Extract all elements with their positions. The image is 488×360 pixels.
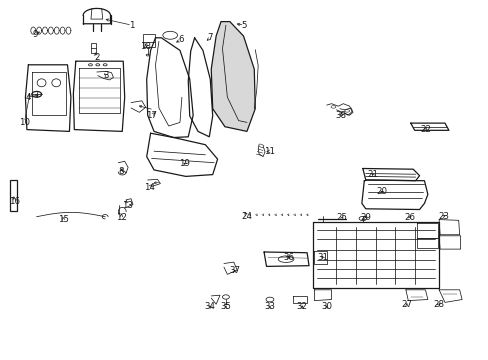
Text: 21: 21: [366, 170, 377, 179]
Text: 4: 4: [25, 93, 31, 102]
Text: 2: 2: [94, 53, 100, 62]
Text: 5: 5: [241, 21, 247, 30]
Text: 14: 14: [143, 183, 154, 192]
Text: 25: 25: [336, 213, 347, 222]
Text: 26: 26: [404, 213, 414, 222]
Text: 7: 7: [207, 33, 213, 42]
Text: 8: 8: [118, 166, 124, 176]
Text: 33: 33: [264, 302, 275, 311]
Polygon shape: [211, 22, 255, 131]
Text: 30: 30: [321, 302, 331, 311]
Text: 3: 3: [103, 71, 109, 80]
Text: 9: 9: [33, 30, 38, 39]
Text: 18: 18: [140, 42, 151, 51]
Text: 10: 10: [19, 118, 30, 127]
Text: 28: 28: [433, 300, 444, 309]
Text: 35: 35: [220, 302, 231, 311]
Text: 17: 17: [146, 111, 157, 120]
Text: 6: 6: [178, 35, 183, 44]
Text: 13: 13: [122, 201, 132, 210]
Text: 19: 19: [179, 159, 190, 168]
Bar: [91, 43, 96, 53]
Text: 34: 34: [204, 302, 215, 311]
Text: 22: 22: [419, 125, 430, 134]
Text: 16: 16: [9, 197, 20, 206]
Text: 27: 27: [401, 300, 411, 309]
Text: 1: 1: [129, 21, 135, 30]
Text: 12: 12: [116, 212, 126, 222]
Text: 37: 37: [229, 266, 240, 275]
Text: 15: 15: [58, 215, 69, 224]
Text: 20: 20: [375, 187, 386, 196]
Text: 11: 11: [264, 147, 275, 156]
Text: 36: 36: [283, 253, 293, 262]
Text: 38: 38: [335, 111, 346, 120]
Text: 24: 24: [241, 212, 252, 220]
Text: 31: 31: [317, 253, 327, 262]
Text: 23: 23: [438, 212, 448, 220]
Bar: [142, 34, 155, 47]
Text: 29: 29: [360, 213, 370, 222]
Bar: [10, 180, 17, 211]
Text: 32: 32: [296, 302, 307, 311]
